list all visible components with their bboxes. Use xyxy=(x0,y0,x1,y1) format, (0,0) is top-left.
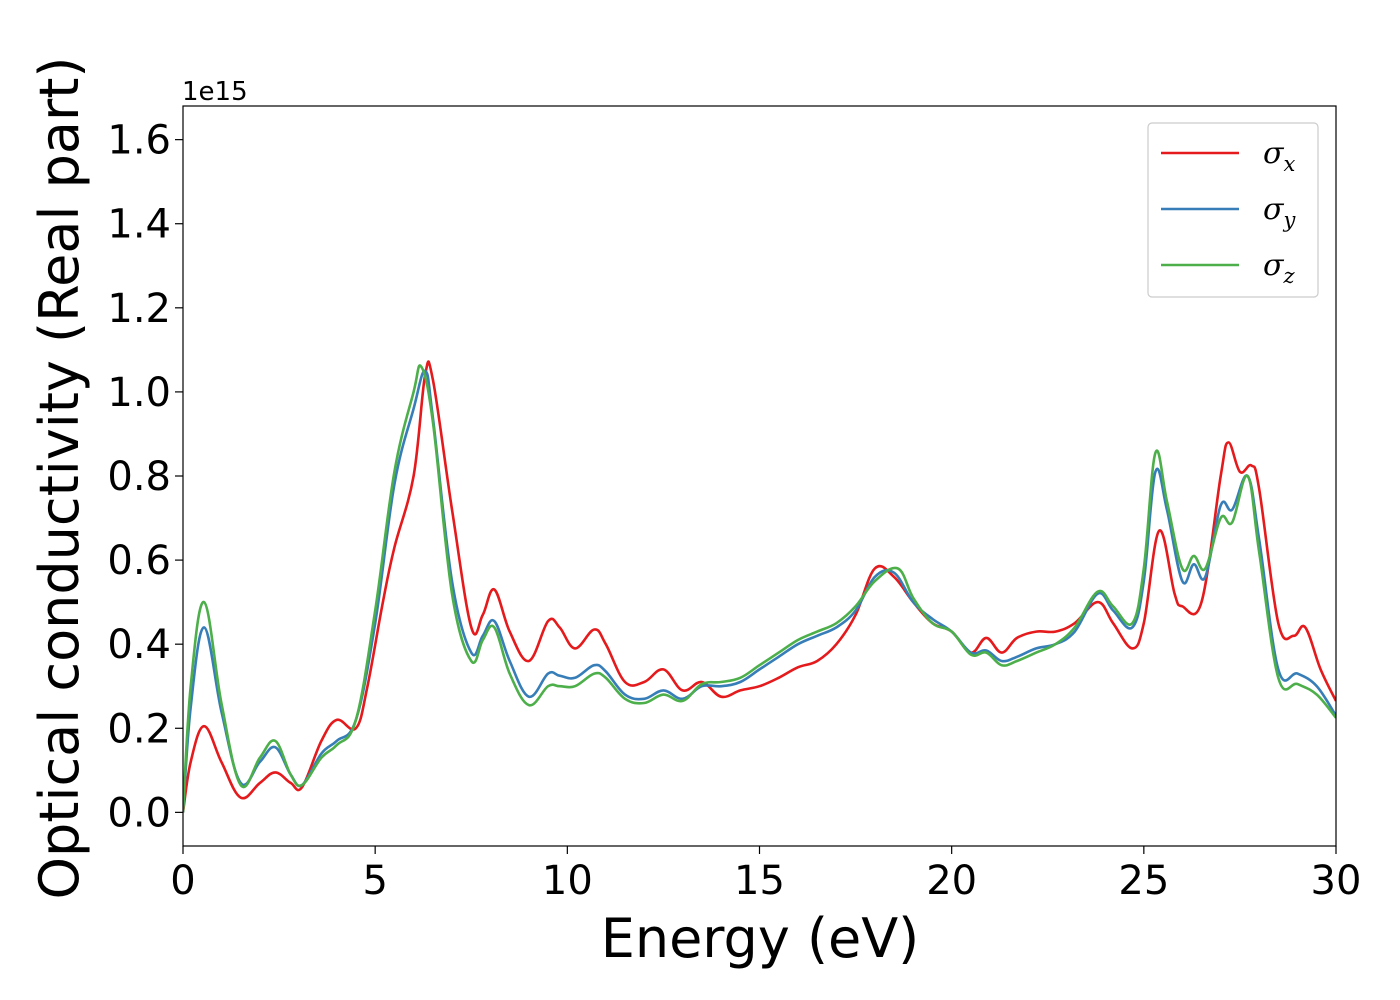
y-axis-offset-label: 1e15 xyxy=(182,77,248,107)
x-axis: 0 5 10 15 20 25 30 xyxy=(170,846,1361,904)
series-line-x xyxy=(183,360,1336,813)
y-tick-label: 0.0 xyxy=(107,790,171,836)
series-lines xyxy=(183,360,1336,813)
legend-label-x: σx xyxy=(1263,136,1295,176)
series-line-z xyxy=(183,364,1336,813)
y-tick-label: 1.0 xyxy=(107,370,171,416)
y-tick-label: 0.8 xyxy=(107,454,171,500)
x-axis-label: Energy (eV) xyxy=(601,907,920,970)
legend-label-y: σy xyxy=(1263,192,1296,232)
y-tick-label: 0.6 xyxy=(107,538,171,584)
y-tick-label: 0.2 xyxy=(107,706,171,752)
x-tick-label: 20 xyxy=(926,858,977,904)
x-tick-label: 0 xyxy=(170,858,195,904)
y-tick-label: 0.4 xyxy=(107,622,171,668)
x-tick-label: 10 xyxy=(542,858,593,904)
legend-label-z: σz xyxy=(1263,248,1295,288)
y-tick-label: 1.4 xyxy=(107,202,171,248)
x-tick-label: 15 xyxy=(734,858,785,904)
y-axis-label: Optical conductivity (Real part) xyxy=(28,57,91,900)
legend: σx σy σz xyxy=(1147,122,1319,298)
x-tick-label: 25 xyxy=(1118,858,1169,904)
y-tick-label: 1.2 xyxy=(107,286,171,332)
x-tick-label: 5 xyxy=(362,858,387,904)
x-tick-label: 30 xyxy=(1311,858,1362,904)
y-tick-label: 1.6 xyxy=(107,118,171,164)
y-axis: 0.0 0.2 0.4 0.6 0.8 1.0 1.2 1.4 1.6 xyxy=(107,118,183,836)
